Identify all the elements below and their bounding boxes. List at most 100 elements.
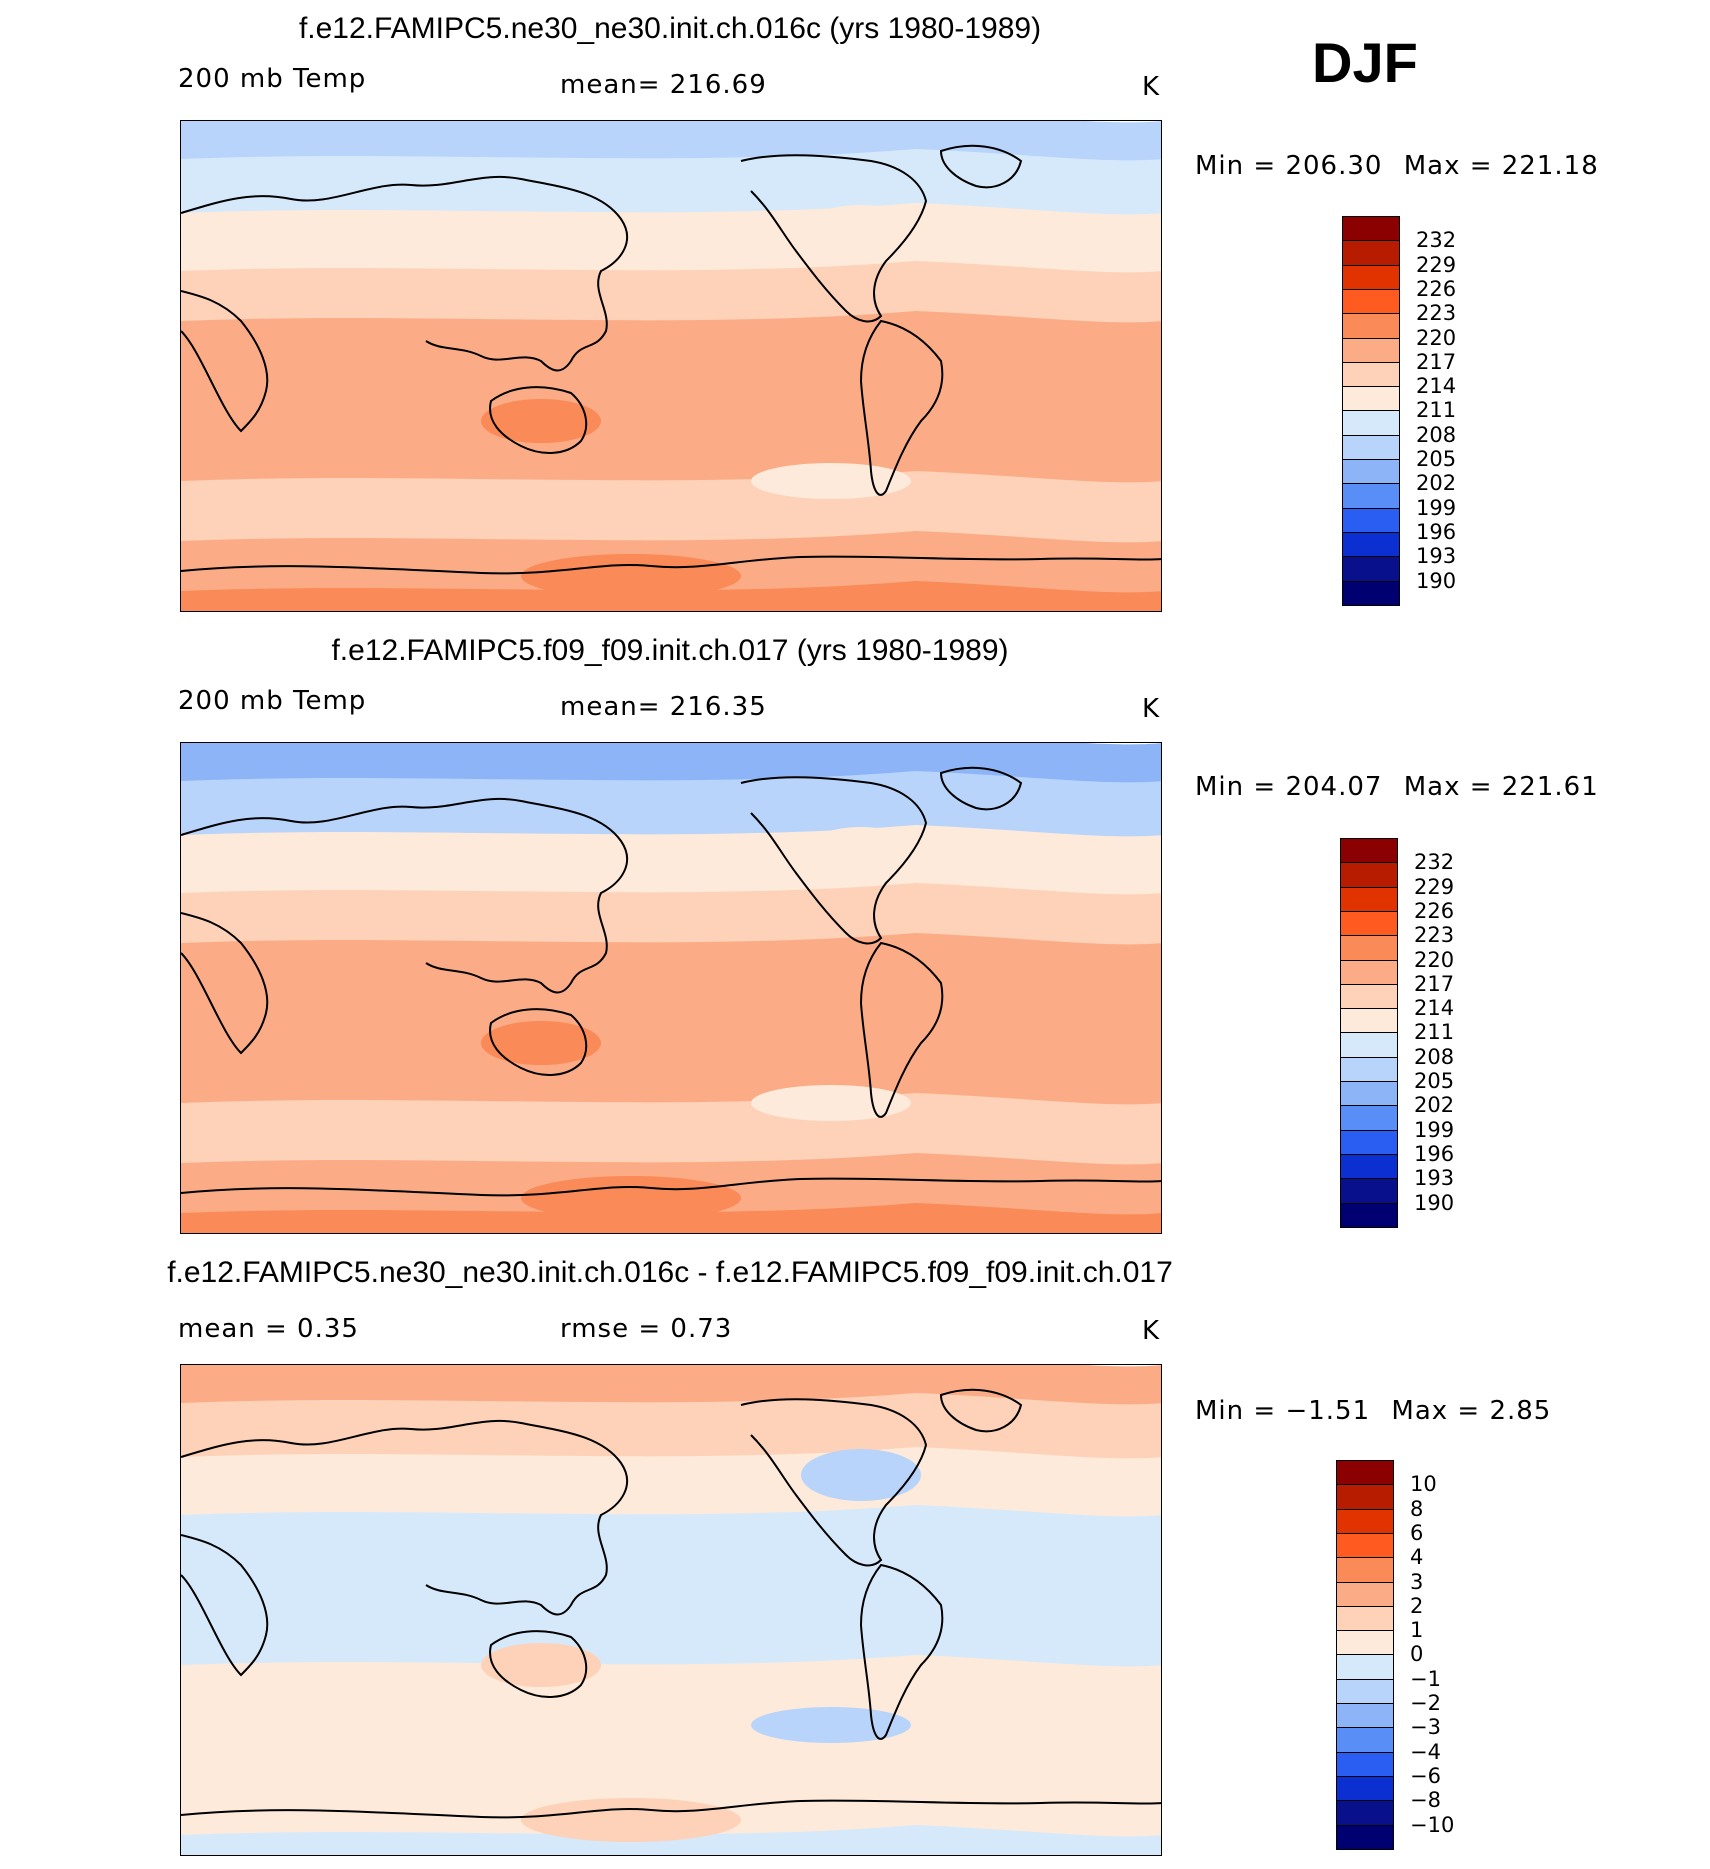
coastline (181, 1419, 628, 1616)
colorbar-box (1336, 1703, 1394, 1729)
coastline (181, 555, 1161, 575)
colorbar-level-label: 232 (1414, 850, 1455, 875)
field-band (181, 1033, 1161, 1105)
colorbar-level-label: 196 (1416, 519, 1457, 544)
colorbar-box (1342, 556, 1400, 582)
colorbar-box (1336, 1460, 1394, 1486)
colorbar-box (1336, 1557, 1394, 1583)
panel-2-mean-label: mean= 216.35 (560, 692, 767, 722)
colorbar-level-label: 190 (1416, 568, 1457, 593)
colorbar-level-label: 211 (1416, 398, 1457, 423)
colorbar-box (1336, 1654, 1394, 1681)
colorbar-level-label: 220 (1416, 325, 1457, 350)
colorbar-level-label: 220 (1414, 947, 1455, 972)
colorbar-box (1340, 1178, 1398, 1204)
panel-2-variable-label: 200 mb Temp (178, 686, 367, 716)
field-band (181, 1555, 1161, 1667)
colorbar-level-label: 232 (1416, 228, 1457, 253)
field-anomaly-patch (751, 463, 911, 499)
coastline (939, 766, 1023, 811)
panel-1-map (180, 120, 1162, 612)
field-anomaly-patch (801, 827, 921, 879)
panel-3-min: Min = −1.51 (1195, 1396, 1371, 1426)
colorbar-level-label: −3 (1410, 1715, 1441, 1740)
field-band (181, 1505, 1161, 1567)
coastline (859, 941, 944, 1118)
colorbar-level-label: 1 (1410, 1618, 1424, 1643)
colorbar-level-label: 214 (1416, 374, 1457, 399)
coastline (939, 1388, 1023, 1433)
panel-1-units-label: K (1142, 72, 1161, 102)
colorbar-level-label: 202 (1416, 471, 1457, 496)
field-anomaly-patch (521, 1798, 741, 1842)
colorbar-level-label: 199 (1414, 1117, 1455, 1142)
field-anomaly-patch (481, 1021, 601, 1065)
colorbar-level-label: 214 (1414, 996, 1455, 1021)
colorbar-box (1342, 507, 1400, 534)
field-anomaly-patch (481, 399, 601, 443)
coastline (181, 290, 269, 433)
field-band (181, 883, 1161, 945)
colorbar-box (1336, 1581, 1394, 1608)
colorbar-box (1342, 216, 1400, 242)
colorbar-level-label: 226 (1416, 276, 1457, 301)
colorbar-level-label: 6 (1410, 1520, 1424, 1545)
field-anomaly-patch (521, 554, 741, 598)
field-band (181, 149, 1161, 215)
colorbar-box (1336, 1508, 1394, 1535)
colorbar-box (1340, 910, 1398, 937)
colorbar-box (1336, 1532, 1394, 1559)
coastline (181, 175, 628, 372)
colorbar-box (1336, 1775, 1394, 1802)
colorbar-box (1340, 1129, 1398, 1156)
colorbar-level-label: 208 (1416, 422, 1457, 447)
field-band (181, 1655, 1161, 1727)
colorbar-box (1342, 288, 1400, 315)
colorbar-box (1340, 1202, 1398, 1229)
panel-3-minmax: Min = −1.51 Max = 2.85 (1195, 1396, 1551, 1426)
colorbar-box (1342, 434, 1400, 461)
colorbar-level-label: 223 (1416, 301, 1457, 326)
coastline (740, 776, 928, 945)
colorbar-level-label: 217 (1416, 349, 1457, 374)
colorbar-box (1336, 1800, 1394, 1826)
colorbar-level-label: 0 (1410, 1642, 1424, 1667)
colorbar-box (1342, 337, 1400, 364)
field-band (181, 311, 1161, 423)
coastline (181, 1534, 269, 1677)
colorbar-level-label: 193 (1416, 544, 1457, 569)
colorbar-level-label: 229 (1414, 874, 1455, 899)
panel-1-variable-label: 200 mb Temp (178, 64, 367, 94)
field-band (181, 933, 1161, 1045)
colorbar-level-label: 2 (1410, 1593, 1424, 1618)
coastline (740, 154, 928, 323)
field-band (181, 771, 1161, 837)
colorbar-box (1336, 1727, 1394, 1754)
field-band (181, 1715, 1161, 1787)
panel-2-units-label: K (1142, 694, 1161, 724)
colorbar-level-label: −1 (1410, 1666, 1441, 1691)
colorbar-box (1342, 580, 1400, 607)
field-anomaly-patch (751, 1707, 911, 1743)
coastline (939, 144, 1023, 189)
colorbar-level-label: 190 (1414, 1190, 1455, 1215)
colorbar-box (1342, 313, 1400, 339)
colorbar-level-label: 229 (1416, 252, 1457, 277)
panel-3-rmse-label: rmse = 0.73 (560, 1314, 733, 1344)
colorbar-level-label: 205 (1416, 447, 1457, 471)
colorbar-box (1340, 886, 1398, 913)
field-anomaly-patch (751, 1085, 911, 1121)
panel-2-minmax: Min = 204.07 Max = 221.61 (1195, 772, 1599, 802)
colorbar-level-label: 193 (1414, 1166, 1455, 1191)
coastline (859, 319, 944, 496)
colorbar-box (1342, 240, 1400, 267)
panel-1-minmax: Min = 206.30 Max = 221.18 (1195, 151, 1599, 181)
colorbar-level-label: 217 (1414, 971, 1455, 996)
colorbar-box (1340, 1153, 1398, 1180)
colorbar-box (1336, 1678, 1394, 1705)
coastline (181, 1177, 1161, 1197)
colorbar-level-label: 223 (1414, 923, 1455, 948)
colorbar-box (1340, 838, 1398, 864)
field-anomaly-patch (481, 1643, 601, 1687)
colorbar-box (1340, 1105, 1398, 1132)
